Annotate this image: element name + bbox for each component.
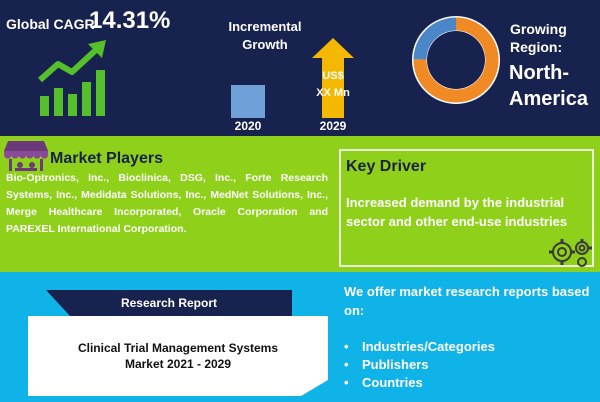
middle-band <box>0 136 600 272</box>
growth-chart-icon <box>38 40 106 116</box>
list-item: • Publishers <box>344 356 495 374</box>
cagr-label: Global CAGR <box>6 16 95 32</box>
gears-icon <box>549 239 592 267</box>
list-item: • Industries/Categories <box>344 338 495 356</box>
offer-list: • Industries/Categories • Publishers • Coun… <box>344 338 495 392</box>
report-title: Clinical Trial Management Systems Market… <box>28 340 328 372</box>
bullet-icon: • <box>344 375 349 390</box>
key-driver-title: Key Driver <box>346 158 427 175</box>
market-players-title: Market Players <box>50 150 163 167</box>
offer-item-label: Publishers <box>362 357 429 372</box>
report-title-line-2: Market 2021 - 2029 <box>124 357 232 371</box>
offer-item-label: Industries/Categories <box>362 339 495 354</box>
market-players-text: Bio-Optronics, Inc., Bioclinica, DSG, In… <box>6 172 328 235</box>
key-driver-box <box>339 149 594 267</box>
list-item: • Countries <box>344 374 495 392</box>
offer-item-label: Countries <box>362 375 423 390</box>
growing-region-label: Growing Region: <box>510 21 567 55</box>
research-report-label: Research Report <box>120 296 218 310</box>
bullet-icon: • <box>344 357 349 372</box>
region-line-2: America <box>509 88 588 110</box>
market-stall-icon <box>4 141 48 171</box>
year-end-label: 2029 <box>319 119 347 133</box>
region-line-1: North- <box>509 62 569 84</box>
bullet-icon: • <box>344 339 349 354</box>
cagr-value: 14.31% <box>89 7 171 34</box>
value-label: US$ XX Mn <box>312 68 354 102</box>
incremental-growth-title: Incremental Growth <box>228 19 302 52</box>
research-report-tab <box>46 290 292 316</box>
value-amount: XX Mn <box>316 87 350 99</box>
report-card <box>28 316 328 396</box>
year-start-label: 2020 <box>234 119 262 133</box>
growth-arrow-icon <box>312 38 354 118</box>
offer-text: We offer market research reports based o… <box>344 284 590 318</box>
region-donut-icon <box>412 16 500 104</box>
growing-region-value: North- America <box>509 60 588 112</box>
value-unit: US$ <box>322 70 344 82</box>
report-title-line-1: Clinical Trial Management Systems <box>77 341 279 355</box>
key-driver-text: Increased demand by the industrial secto… <box>346 195 568 229</box>
bar-2020 <box>231 85 265 118</box>
